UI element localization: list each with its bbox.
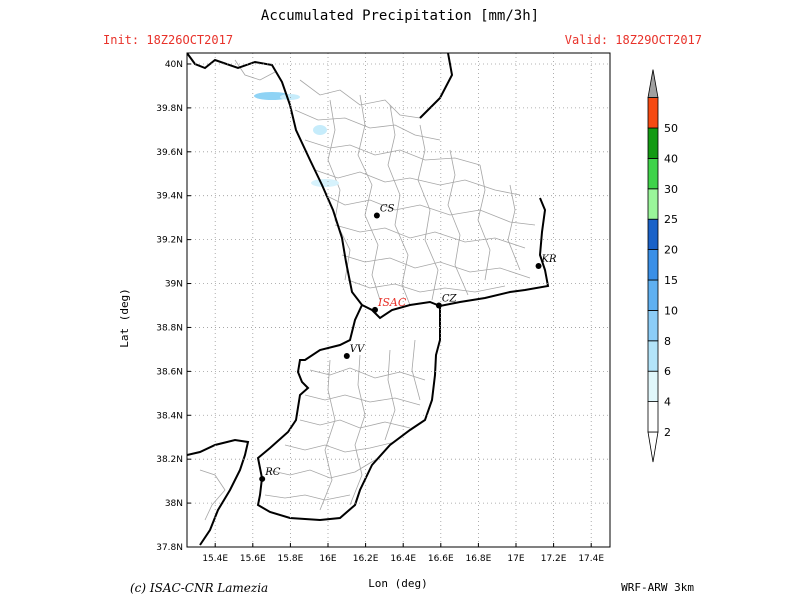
- city-dot-cz: [435, 302, 442, 309]
- city-dot-isac: [372, 306, 378, 313]
- colorbar-swatch-3: [647, 309, 659, 342]
- city-dot-kr: [535, 262, 542, 269]
- city-markers: CS KR ISAC CZ VV RC: [259, 203, 557, 482]
- lat-tick-label-10: 39.8N: [156, 104, 183, 114]
- map-plot-area: [187, 53, 610, 547]
- map-title: Accumulated Precipitation [mm/3h]: [260, 8, 540, 24]
- lon-tick-label-1: 15.6E: [240, 554, 266, 564]
- colorbar-label-0: 2: [664, 426, 671, 439]
- lat-tick-label-3: 38.4N: [156, 411, 183, 421]
- colorbar-bottom-arrow: [647, 431, 659, 463]
- city-dot-vv: [343, 352, 350, 359]
- precipitation-colorbar: 2 4 6 8 10 15 20 25 30 40 50: [647, 69, 678, 463]
- lon-tick-labels: 15.4E 15.6E 15.8E 16E 16.2E 16.4E 16.6E 16.8E 17…: [202, 543, 604, 564]
- lat-tick-label-0: 37.8N: [156, 543, 183, 553]
- lon-tick-label-10: 17.4E: [578, 554, 604, 564]
- colorbar-label-10: 50: [664, 122, 678, 135]
- city-label-vv: VV: [350, 344, 366, 355]
- colorbar-label-7: 25: [664, 213, 678, 226]
- colorbar-top-arrow: [647, 69, 659, 98]
- lat-tick-label-2: 38.2N: [156, 455, 183, 465]
- colorbar-label-1: 4: [664, 396, 671, 409]
- y-axis-label: Lat (deg): [118, 288, 131, 348]
- colorbar-swatch-6: [647, 218, 659, 250]
- colorbar-label-3: 8: [664, 335, 671, 348]
- colorbar-label-9: 40: [664, 152, 678, 165]
- lat-tick-label-7: 39.2N: [156, 236, 183, 246]
- lat-tick-label-5: 38.8N: [156, 323, 183, 333]
- city-label-isac: ISAC: [377, 296, 407, 309]
- colorbar-swatch-4: [647, 279, 659, 311]
- lat-tick-label-1: 38N: [165, 499, 183, 509]
- municipal-borders: [199, 59, 536, 521]
- model-label: WRF-ARW 3km: [621, 581, 694, 594]
- lat-tick-label-6: 39N: [165, 280, 183, 290]
- colorbar-label-5: 15: [664, 274, 678, 287]
- sicily-corner: [187, 440, 248, 547]
- city-label-rc: RC: [264, 467, 281, 478]
- lon-tick-label-5: 16.4E: [390, 554, 416, 564]
- lon-tick-label-9: 17.2E: [541, 554, 567, 564]
- colorbar-label-4: 10: [664, 304, 678, 317]
- colorbar-swatch-1: [647, 370, 659, 403]
- lat-tick-label-8: 39.4N: [156, 192, 183, 202]
- coastline: [187, 53, 550, 546]
- colorbar-label-8: 30: [664, 183, 678, 196]
- lon-tick-label-4: 16.2E: [353, 554, 379, 564]
- colorbar-label-6: 20: [664, 244, 678, 257]
- plot-frame: [186, 52, 611, 548]
- lon-tick-label-8: 17E: [507, 554, 524, 564]
- colorbar-swatch-10: [647, 97, 659, 129]
- colorbar-swatch-7: [647, 188, 659, 220]
- land-toe: [258, 306, 440, 520]
- colorbar-swatch-8: [647, 157, 659, 190]
- lat-tick-label-9: 39.6N: [156, 148, 183, 158]
- city-label-cs: CS: [380, 203, 395, 214]
- city-dot-cs: [373, 212, 380, 219]
- colorbar-swatch-2: [647, 340, 659, 372]
- init-time: Init: 18Z26OCT2017: [103, 33, 234, 47]
- valid-time: Valid: 18Z29OCT2017: [564, 33, 702, 47]
- city-dot-rc: [259, 475, 266, 482]
- credit-text: (c) ISAC-CNR Lamezia: [130, 581, 269, 595]
- lon-tick-label-3: 16E: [319, 554, 336, 564]
- colorbar-swatch-9: [647, 127, 659, 159]
- grid-lines: [187, 53, 610, 547]
- colorbar-swatch-5: [647, 249, 659, 281]
- colorbar-swatch-0: [647, 401, 659, 433]
- lon-tick-label-7: 16.8E: [466, 554, 492, 564]
- land-south: [300, 302, 440, 360]
- colorbar-label-2: 6: [664, 365, 671, 378]
- x-axis-label: Lon (deg): [368, 577, 428, 590]
- lat-tick-label-11: 40N: [165, 60, 183, 70]
- land-mass: [187, 53, 548, 318]
- lon-tick-label-0: 15.4E: [202, 554, 228, 564]
- city-label-kr: KR: [541, 254, 557, 265]
- lon-tick-label-2: 15.8E: [278, 554, 304, 564]
- city-label-cz: CZ: [442, 293, 458, 304]
- lon-tick-label-6: 16.6E: [428, 554, 454, 564]
- lat-tick-labels: 37.8N 38N 38.2N 38.4N 38.6N 38.8N 39N 39.2N 39.4…: [156, 60, 191, 553]
- lat-tick-label-4: 38.6N: [156, 367, 183, 377]
